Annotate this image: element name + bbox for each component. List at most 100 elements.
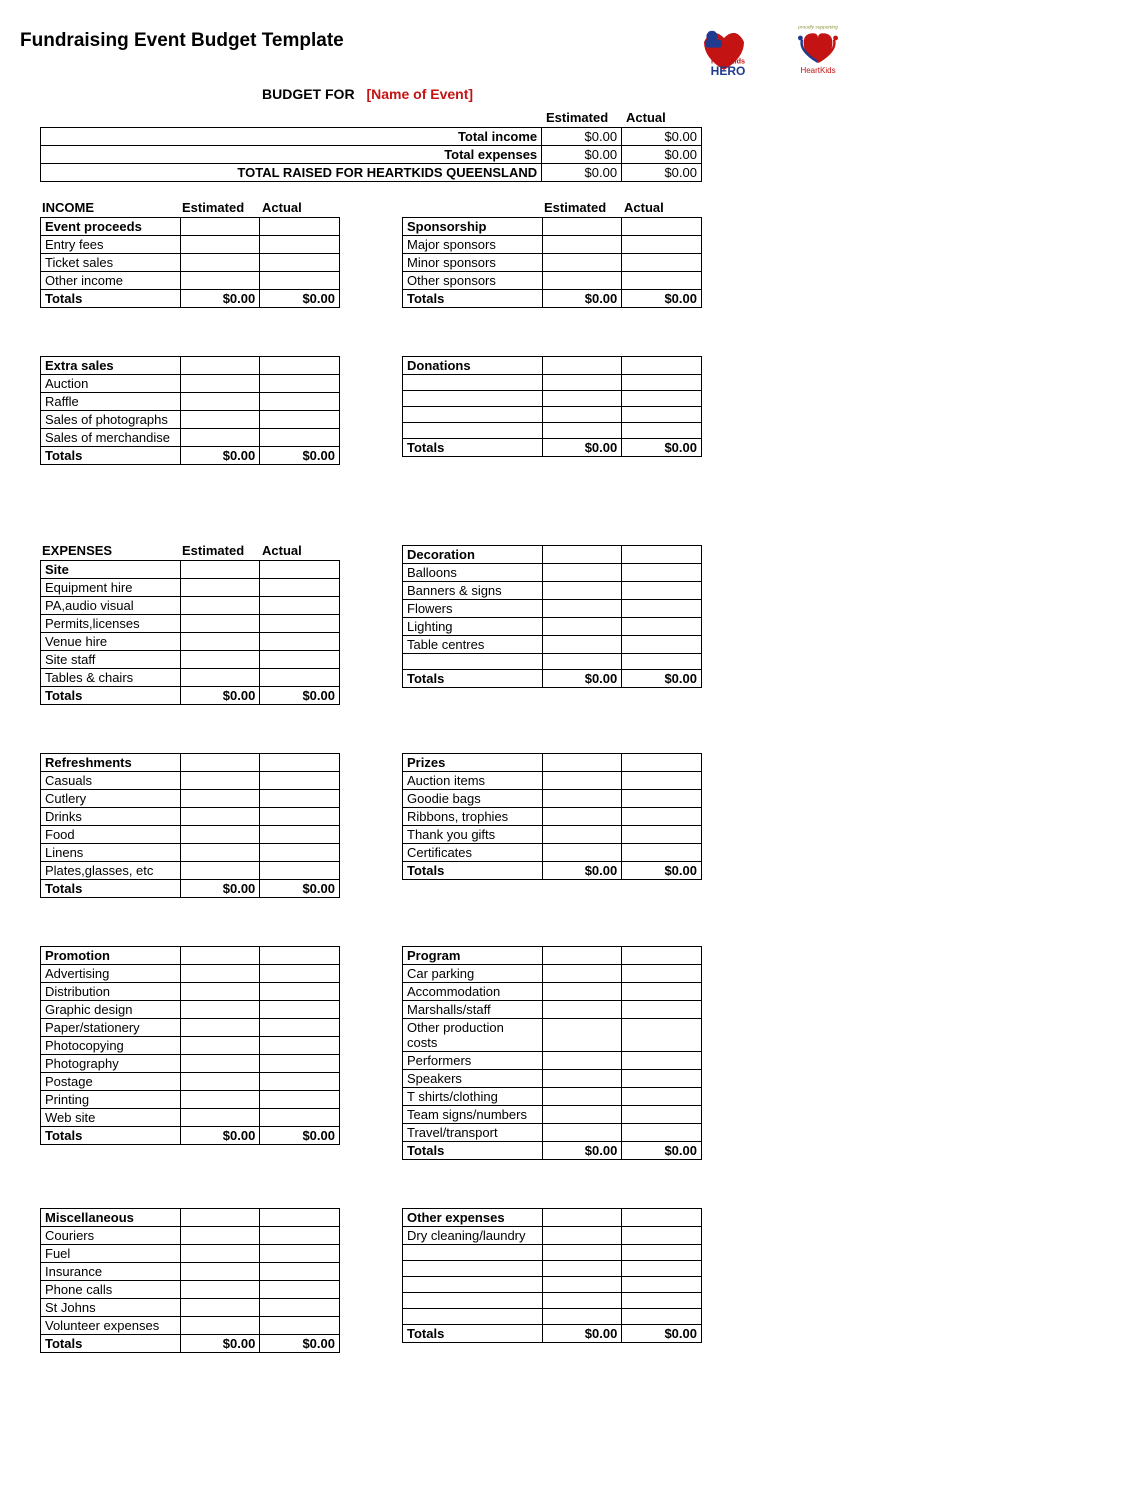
cell-est: [180, 375, 260, 393]
cell-est: [180, 1055, 260, 1073]
program-table: ProgramCar parkingAccommodationMarshalls…: [402, 946, 702, 1160]
totals-label: Totals: [403, 1142, 543, 1160]
table-row: Entry fees: [41, 236, 340, 254]
item-label: Dry cleaning/laundry: [403, 1227, 543, 1245]
table-row: Site staff: [41, 651, 340, 669]
table-row: Total income $0.00 $0.00: [41, 128, 702, 146]
item-label: Marshalls/staff: [403, 1001, 543, 1019]
cell-est: [542, 1309, 622, 1325]
table-row: Paper/stationery: [41, 1019, 340, 1037]
cell-act: [622, 618, 702, 636]
item-label: Banners & signs: [403, 582, 543, 600]
section-title: Prizes: [403, 754, 543, 772]
table-row: Donations: [403, 357, 702, 375]
table-row: Event proceeds: [41, 218, 340, 236]
table-row: Totals$0.00$0.00: [41, 290, 340, 308]
cell-est: [180, 561, 260, 579]
totals-est: $0.00: [542, 670, 622, 688]
item-label: Accommodation: [403, 983, 543, 1001]
item-label: Entry fees: [41, 236, 181, 254]
table-row: [403, 407, 702, 423]
expenses-label: EXPENSES: [40, 543, 180, 558]
table-row: [403, 1277, 702, 1293]
svg-text:proudly supporting: proudly supporting: [797, 24, 838, 30]
sponsorship-section-header: Estimated Actual: [402, 200, 702, 215]
totals-act: $0.00: [622, 1325, 702, 1343]
table-row: Graphic design: [41, 1001, 340, 1019]
table-row: Accommodation: [403, 983, 702, 1001]
table-row: Totals$0.00$0.00: [403, 862, 702, 880]
cell-est: [542, 582, 622, 600]
site-table: SiteEquipment hirePA,audio visualPermits…: [40, 560, 340, 705]
cell-act: [622, 1209, 702, 1227]
cell-act: [622, 600, 702, 618]
cell-act: [622, 826, 702, 844]
table-row: Totals$0.00$0.00: [41, 1335, 340, 1353]
section-title: Other expenses: [403, 1209, 543, 1227]
cell-est: [180, 357, 260, 375]
totals-act: $0.00: [260, 447, 340, 465]
cell-act: [622, 1293, 702, 1309]
cell-act: [260, 218, 340, 236]
table-row: Drinks: [41, 808, 340, 826]
cell-est: [180, 1245, 260, 1263]
table-row: Speakers: [403, 1070, 702, 1088]
cell-act: [622, 1088, 702, 1106]
table-row: Balloons: [403, 564, 702, 582]
cell-est: [542, 790, 622, 808]
table-row: [403, 375, 702, 391]
item-label: Speakers: [403, 1070, 543, 1088]
cell-act: [260, 772, 340, 790]
cell-act: [622, 965, 702, 983]
page-title: Fundraising Event Budget Template: [20, 30, 344, 52]
cell-est: [180, 429, 260, 447]
budget-for-label: BUDGET FOR: [262, 86, 355, 102]
item-label: [403, 1293, 543, 1309]
table-row: Couriers: [41, 1227, 340, 1245]
item-label: Other sponsors: [403, 272, 543, 290]
table-row: Totals$0.00$0.00: [403, 290, 702, 308]
item-label: Performers: [403, 1052, 543, 1070]
table-row: Other income: [41, 272, 340, 290]
cell-act: [260, 597, 340, 615]
item-label: Balloons: [403, 564, 543, 582]
cell-est: [180, 772, 260, 790]
item-label: Food: [41, 826, 181, 844]
cell-est: [542, 772, 622, 790]
table-row: [403, 1309, 702, 1325]
table-row: Prizes: [403, 754, 702, 772]
cell-act: [260, 579, 340, 597]
table-row: Ribbons, trophies: [403, 808, 702, 826]
cell-act: [260, 357, 340, 375]
totals-est: $0.00: [180, 1335, 260, 1353]
cell-act: [260, 615, 340, 633]
heartkids-logo: proudly supporting HeartKids: [778, 20, 858, 80]
item-label: Plates,glasses, etc: [41, 862, 181, 880]
other-expenses-table: Other expensesDry cleaning/laundry Totals…: [402, 1208, 702, 1343]
cell-act: [622, 808, 702, 826]
expenses-section-header: EXPENSES Estimated Actual: [40, 543, 340, 558]
table-row: Other sponsors: [403, 272, 702, 290]
cell-est: [180, 218, 260, 236]
cell-act: [260, 1073, 340, 1091]
table-row: Phone calls: [41, 1281, 340, 1299]
cell-act: [622, 1052, 702, 1070]
cell-act: [622, 1019, 702, 1052]
totals-label: Totals: [403, 1325, 543, 1343]
summary-row-label: Total income: [41, 128, 542, 146]
table-row: Decoration: [403, 546, 702, 564]
cell-act: [622, 772, 702, 790]
item-label: Tables & chairs: [41, 669, 181, 687]
item-label: Couriers: [41, 1227, 181, 1245]
table-row: Program: [403, 947, 702, 965]
totals-act: $0.00: [260, 1127, 340, 1145]
item-label: Ticket sales: [41, 254, 181, 272]
table-row: T shirts/clothing: [403, 1088, 702, 1106]
cell-act: [260, 1245, 340, 1263]
cell-est: [180, 669, 260, 687]
cell-est: [542, 618, 622, 636]
cell-est: [180, 1263, 260, 1281]
table-row: Performers: [403, 1052, 702, 1070]
table-row: Refreshments: [41, 754, 340, 772]
summary-row-label: Total expenses: [41, 146, 542, 164]
